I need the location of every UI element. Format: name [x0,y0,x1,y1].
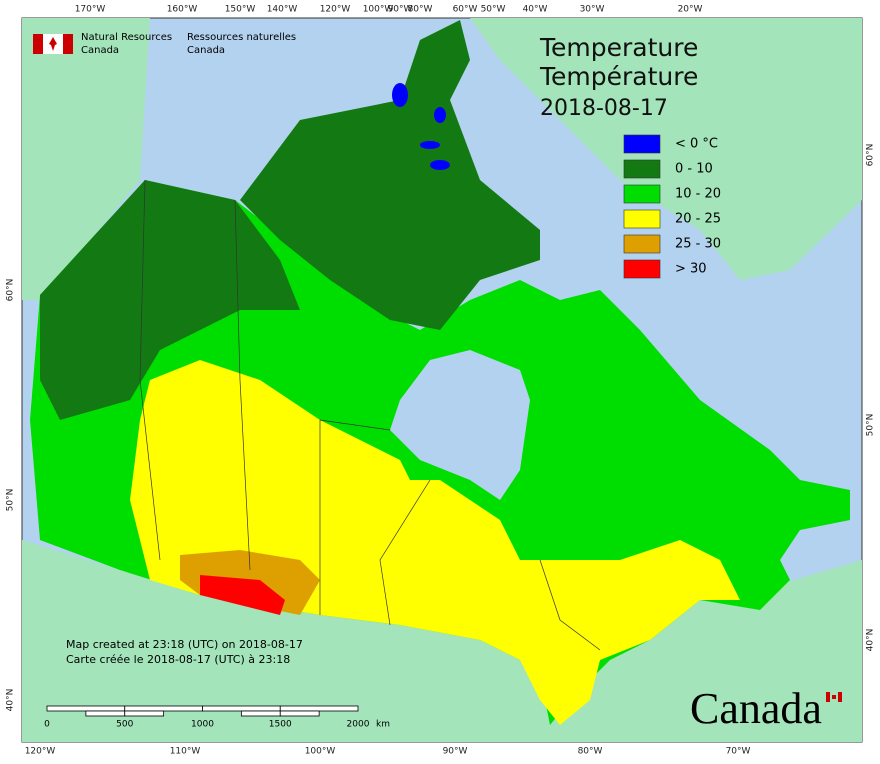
org-name: Canada [81,45,119,56]
longitude-label: 160°W [167,5,198,15]
foreign-land [22,18,862,742]
latitude-label: 60°N [6,279,16,302]
legend-label: < 0 °C [675,137,718,152]
note: Carte créée le 2018-08-17 (UTC) à 23:18 [66,653,290,666]
graticule-labels: 170°W 160°W 150°W 140°W 120°W 100°W90°W80°W 60… [6,5,876,757]
latitude-label: 40°N [6,689,16,712]
temperature-zones [30,20,850,725]
longitude-label: 20°W [678,5,703,15]
longitude-label: 120°W [320,5,351,15]
legend-label: 25 - 30 [675,237,721,252]
legend-swatch [623,209,661,229]
legend-label: 10 - 20 [675,187,721,202]
scale-segment [279,710,320,717]
legend-swatch [623,184,661,204]
longitude-label: 60°W [453,5,478,15]
scale-segment [46,705,126,712]
scale-label: 0 [44,720,50,730]
longitude-label: 100°W [363,5,394,15]
longitude-label: 110°W [170,747,201,757]
wordmark: Canada [690,684,842,733]
legend-swatch [623,134,661,154]
legend-label: 0 - 10 [675,162,713,177]
legend-swatch [623,259,661,279]
title-line: 2018-08-17 [540,96,668,121]
org-name: Canada [187,45,225,56]
legend: < 0 °C 0 - 10 10 - 20 20 - 25 25 - 30 > 30 [623,134,721,279]
scale-label: 500 [116,720,133,730]
title: Temperature Température 2018-08-17 [539,33,698,121]
longitude-label: 90°W [443,747,468,757]
longitude-label: 170°W [75,5,106,15]
org-name: Natural Resources [81,32,172,43]
longitude-label: 40°W [523,5,548,15]
legend-swatch [623,234,661,254]
legend-label: > 30 [675,262,707,277]
longitude-label: 90°W [388,5,413,15]
wordmark-text: Canada [690,684,822,733]
scale-segment [85,710,126,717]
title-line: Température [539,62,698,91]
scale-unit: km [376,720,390,730]
longitude-label: 80°W [408,5,433,15]
scale-segment [124,705,203,712]
borders [139,179,601,651]
note: Map created at 23:18 (UTC) on 2018-08-17 [66,638,303,651]
longitude-label: 30°W [580,5,605,15]
longitude-label: 140°W [267,5,298,15]
latitude-label: 50°N [866,414,876,437]
longitude-label: 70°W [726,747,751,757]
longitude-label: 80°W [578,747,603,757]
scale-segment [124,710,165,717]
scale-segment [240,710,281,717]
scale-segment [279,705,359,712]
longitude-label: 120°W [25,747,56,757]
legend-swatch [623,159,661,179]
latitude-label: 60°N [866,144,876,167]
nrcan-logo: Natural Resources Canada Ressources natu… [33,32,296,56]
latitude-label: 50°N [6,489,16,512]
org-name: Ressources naturelles [187,32,296,43]
legend-label: 20 - 25 [675,212,721,227]
scale-segment [202,705,281,712]
scale-label: 1500 [269,720,292,730]
longitude-label: 100°W [305,747,336,757]
longitude-label: 150°W [225,5,256,15]
scale-bar: 0 500 1000 1500 2000 km [44,705,390,730]
footer: Map created at 23:18 (UTC) on 2018-08-17… [66,638,303,666]
title-line: Temperature [539,33,698,62]
scale-label: 2000 [347,720,370,730]
longitude-label: 50°W [481,5,506,15]
latitude-label: 40°N [866,629,876,652]
scale-label: 1000 [191,720,214,730]
